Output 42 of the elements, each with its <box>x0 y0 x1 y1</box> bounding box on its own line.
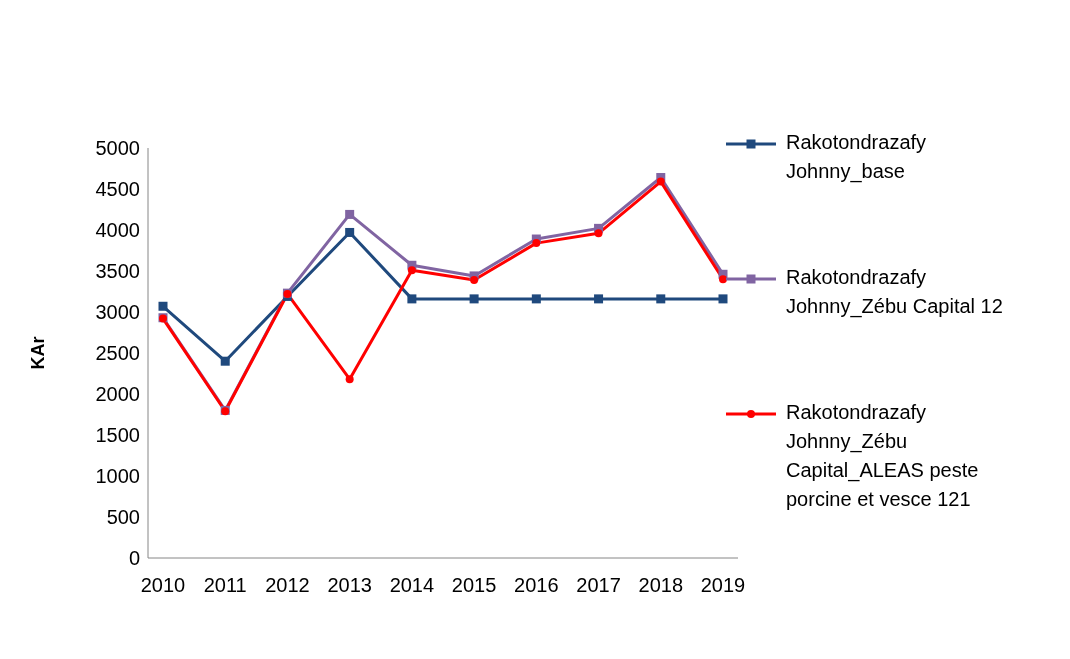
y-tick-label: 4500 <box>95 178 140 201</box>
y-tick-label: 1500 <box>95 424 140 447</box>
x-tick-label: 2011 <box>203 574 247 597</box>
y-tick-label: 5000 <box>95 137 140 160</box>
point <box>532 239 541 248</box>
y-tick-label: 1000 <box>95 465 140 488</box>
point <box>345 209 355 219</box>
x-tick-label: 2018 <box>638 574 684 597</box>
point <box>345 375 354 384</box>
y-axis-title: KAr <box>28 336 49 370</box>
legend-label: Rakotondrazafy Johnny_Zébu Capital 12 <box>786 265 1004 320</box>
x-tick-label: 2012 <box>265 574 310 597</box>
x-tick-label: 2017 <box>576 574 621 597</box>
y-tick-label: 2000 <box>95 383 140 406</box>
x-tick-label: 2015 <box>451 574 497 597</box>
y-tick-label: 3000 <box>95 301 140 324</box>
point <box>718 294 728 304</box>
legend-label: Rakotondrazafy Johnny_base <box>786 130 928 185</box>
point <box>594 229 603 238</box>
point <box>470 276 479 285</box>
point <box>531 294 541 304</box>
point <box>158 301 168 311</box>
y-tick-label: 2500 <box>95 342 140 365</box>
point <box>407 266 416 275</box>
y-tick-label: 4000 <box>95 219 140 242</box>
y-tick-label: 3500 <box>95 260 140 283</box>
point <box>719 275 727 284</box>
x-tick-label: 2010 <box>140 574 186 597</box>
point <box>345 227 355 237</box>
point <box>656 177 665 186</box>
legend-label: Rakotondrazafy Johnny_Zébu Capital_ALEAS peste porcine et vesce 121 <box>786 400 980 512</box>
point <box>656 294 666 304</box>
x-tick-label: 2019 <box>700 574 746 597</box>
point <box>220 356 230 366</box>
y-tick-label: 0 <box>128 547 140 570</box>
x-tick-label: 2016 <box>514 574 559 597</box>
x-tick-label: 2013 <box>327 574 372 597</box>
y-tick-label: 500 <box>106 506 140 529</box>
point <box>594 294 604 304</box>
point <box>469 294 479 304</box>
x-tick-label: 2014 <box>389 574 435 597</box>
point <box>407 294 417 304</box>
